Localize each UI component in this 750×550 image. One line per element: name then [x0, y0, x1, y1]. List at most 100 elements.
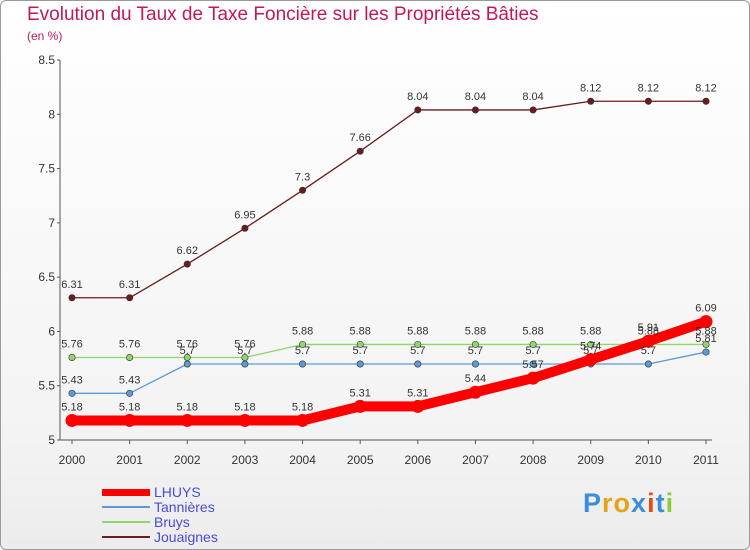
data-label: 5.76 [119, 338, 140, 350]
data-point [702, 97, 710, 105]
x-tick-label: 2010 [635, 453, 662, 467]
data-point [356, 340, 364, 348]
data-point [65, 413, 79, 427]
data-label: 5.18 [119, 401, 140, 413]
data-label: 5.91 [638, 322, 659, 334]
data-label: 5.88 [695, 325, 716, 337]
data-point [526, 371, 540, 385]
data-point [414, 360, 422, 368]
data-point [641, 334, 655, 348]
y-tick-label: 8.5 [38, 53, 55, 67]
series-lines [65, 97, 713, 427]
y-tick-label: 5.5 [38, 379, 55, 393]
y-tick-label: 6 [48, 324, 55, 338]
data-label: 5.7 [468, 345, 483, 357]
x-tick-label: 2005 [347, 453, 374, 467]
x-tick-label: 2007 [462, 453, 489, 467]
data-point [471, 106, 479, 114]
legend-label: Jouaignes [154, 529, 218, 545]
series-line-tannières [71, 351, 707, 394]
data-point [356, 147, 364, 155]
data-label: 5.76 [177, 338, 198, 350]
x-tick-label: 2006 [404, 453, 431, 467]
data-label: 6.31 [61, 279, 82, 291]
data-point [241, 224, 249, 232]
x-tick-label: 2003 [232, 453, 259, 467]
data-label: 5.88 [580, 325, 601, 337]
proxiti-logo: Proxiti [583, 488, 675, 518]
data-point [529, 360, 537, 368]
series-line-bruys [71, 343, 707, 359]
data-label: 5.74 [580, 341, 601, 353]
data-point [471, 360, 479, 368]
data-label: 8.12 [580, 82, 601, 94]
data-point [414, 340, 422, 348]
x-tick-label: 2000 [59, 453, 86, 467]
data-label: 6.31 [119, 279, 140, 291]
y-tick-label: 5 [48, 433, 55, 447]
data-label: 5.18 [292, 401, 313, 413]
data-label: 8.12 [638, 82, 659, 94]
x-tick-label: 2009 [577, 453, 604, 467]
data-label: 5.43 [61, 374, 82, 386]
data-label: 5.7 [410, 345, 425, 357]
data-point [529, 106, 537, 114]
data-point [702, 348, 710, 356]
x-tick-label: 2002 [174, 453, 201, 467]
data-label: 5.76 [61, 338, 82, 350]
data-label: 5.7 [583, 345, 598, 357]
y-tick-label: 8 [48, 107, 55, 121]
data-label: 8.04 [465, 91, 486, 103]
data-label: 5.7 [641, 345, 656, 357]
data-label: 5.88 [292, 325, 313, 337]
data-point [353, 399, 367, 413]
legend-swatch [102, 521, 150, 523]
tick-labels: 5 5.5 6 6.5 7 7.5 8 8.5 2000 2001 2002 2003 2004 2005… [38, 53, 719, 467]
axes [57, 59, 712, 444]
legend-label: LHUYS [154, 484, 201, 500]
legend-swatch [102, 536, 150, 538]
data-label: 5.81 [695, 333, 716, 345]
data-label: 5.7 [353, 345, 368, 357]
data-point [238, 413, 252, 427]
data-label: 5.43 [119, 374, 140, 386]
data-point [529, 340, 537, 348]
legend-label: Tannières [154, 499, 215, 515]
data-point [299, 360, 307, 368]
data-point [183, 360, 191, 368]
data-label: 5.7 [525, 345, 540, 357]
data-label: 5.7 [180, 345, 195, 357]
data-point [414, 106, 422, 114]
y-axis-unit: (en %) [27, 29, 63, 43]
data-label: 5.88 [465, 325, 486, 337]
legend-label: Bruys [154, 514, 190, 530]
data-point [356, 360, 364, 368]
data-labels: 6.31 6.31 6.62 6.95 7.3 7.66 8.04 8.04 8.04 8.12 8… [61, 82, 716, 413]
data-point [183, 260, 191, 268]
data-point [587, 97, 595, 105]
data-label: 5.18 [61, 401, 82, 413]
data-point [584, 353, 598, 367]
data-label: 8.04 [522, 91, 543, 103]
data-label: 5.31 [407, 387, 428, 399]
data-point [123, 413, 137, 427]
legend-swatch [102, 489, 150, 496]
x-tick-label: 2008 [520, 453, 547, 467]
data-point [68, 389, 76, 397]
data-label: 5.76 [234, 338, 255, 350]
data-point [644, 360, 652, 368]
x-tick-label: 2004 [289, 453, 316, 467]
y-tick-label: 7 [48, 216, 55, 230]
series-line-lhuys [67, 316, 711, 426]
data-label: 8.04 [407, 91, 428, 103]
data-point [587, 340, 595, 348]
data-label: 5.88 [522, 325, 543, 337]
data-point [126, 353, 134, 361]
data-label: 5.44 [465, 373, 486, 385]
series-line-jouaignes [71, 100, 707, 299]
data-point [699, 315, 713, 329]
data-label: 7.66 [349, 132, 370, 144]
x-tick-label: 2011 [693, 453, 719, 467]
